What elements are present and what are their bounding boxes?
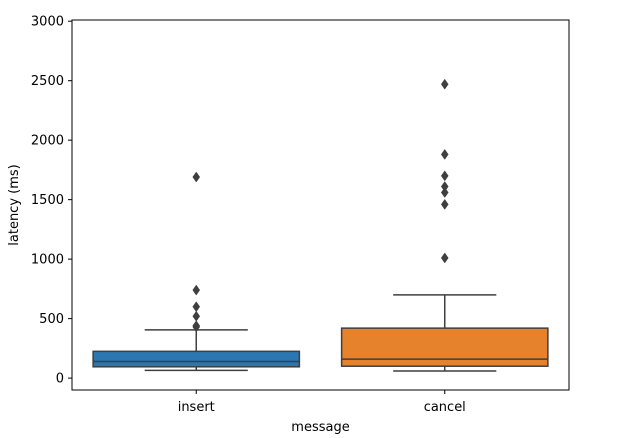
- box-series: [92, 78, 549, 372]
- y-tick-label: 3000: [31, 15, 64, 30]
- iqr-box: [340, 327, 549, 367]
- outlier-point: [440, 149, 449, 160]
- y-tick-label: 1500: [31, 193, 64, 208]
- outlier-point: [440, 78, 449, 90]
- y-tick-label: 1000: [31, 253, 64, 268]
- y-tick-label: 2500: [31, 74, 64, 89]
- outlier-point: [192, 301, 201, 313]
- y-axis: 0 500 1000 1500 2000 2500 3000: [31, 15, 72, 387]
- outlier-point: [192, 284, 201, 296]
- outlier-point: [440, 198, 449, 210]
- x-tick-label: cancel: [424, 400, 466, 415]
- outlier-point: [192, 320, 201, 332]
- iqr-box: [92, 350, 301, 368]
- outlier-point: [192, 310, 201, 322]
- plot-frame: [71, 19, 570, 391]
- y-tick-label: 2000: [31, 134, 64, 149]
- x-axis-label: message: [291, 420, 349, 435]
- x-axis: insert cancel: [178, 390, 466, 415]
- outlier-point: [440, 170, 449, 182]
- outlier-point: [440, 187, 449, 198]
- outlier-point: [440, 252, 449, 264]
- y-axis-label: latency (ms): [7, 164, 22, 245]
- box-cancel: [340, 78, 549, 372]
- box-insert: [92, 171, 301, 372]
- outlier-point: [192, 171, 201, 183]
- x-tick-label: insert: [178, 400, 215, 415]
- y-tick-label: 0: [56, 372, 64, 387]
- y-tick-label: 500: [39, 312, 64, 327]
- outlier-point: [440, 181, 449, 192]
